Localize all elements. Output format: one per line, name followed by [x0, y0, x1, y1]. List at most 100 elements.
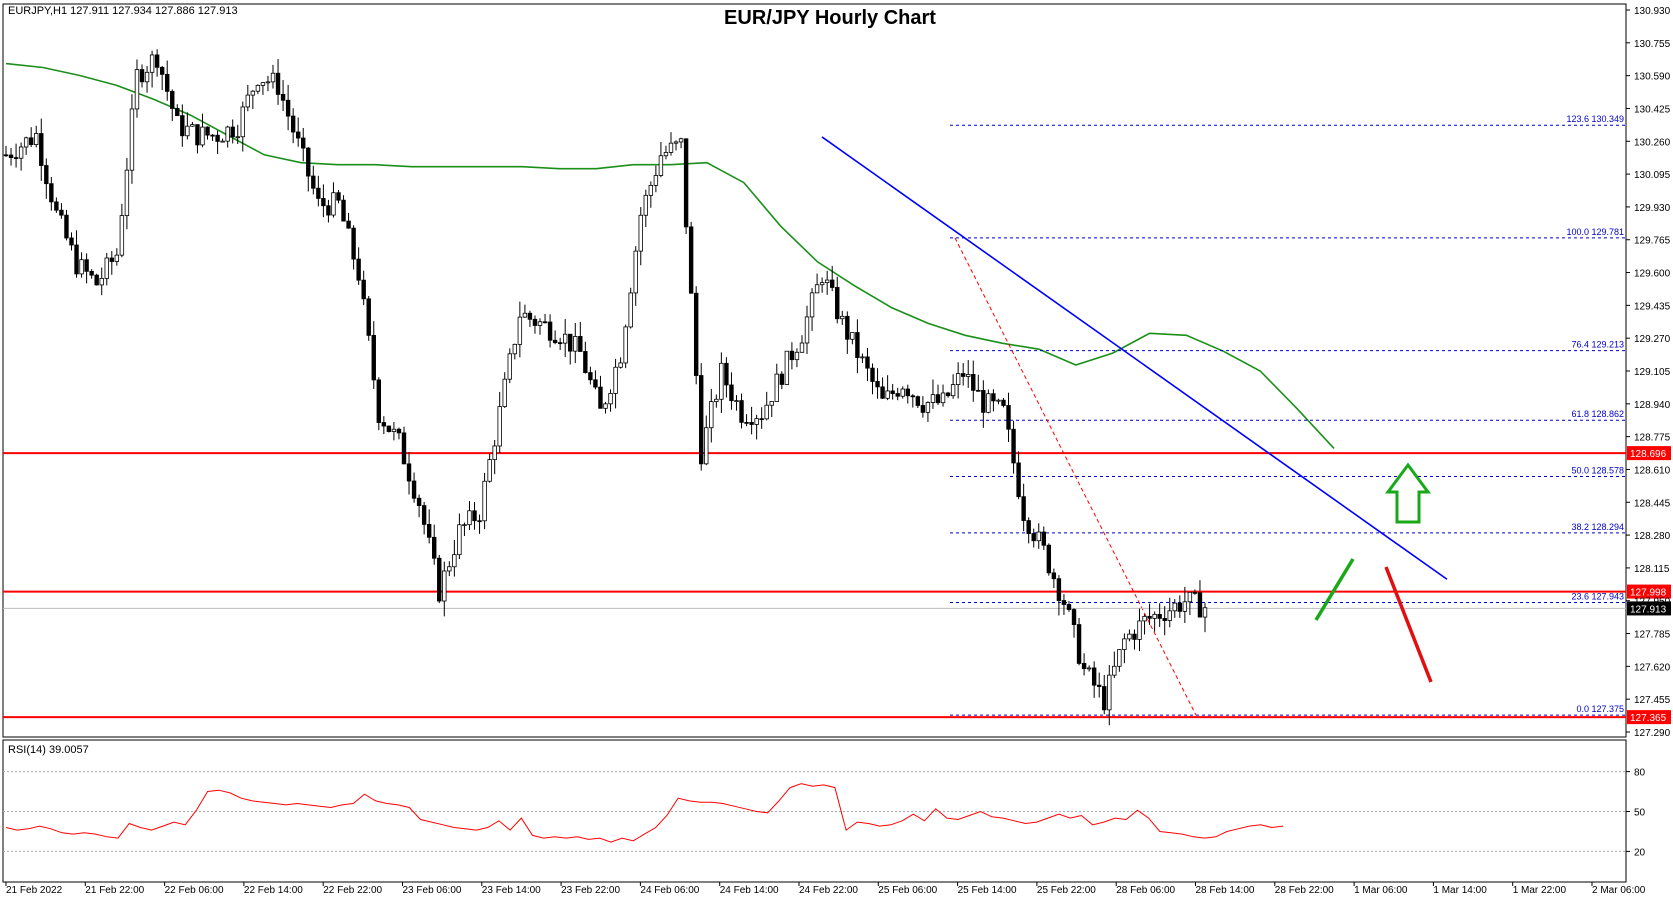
candle-body-down: [895, 393, 900, 397]
candle: [190, 121, 195, 127]
candle-body-up: [638, 214, 643, 252]
candle-body-up: [34, 133, 39, 145]
candle-body-up: [1107, 674, 1112, 711]
candle-body-down: [598, 386, 603, 409]
candle: [774, 363, 779, 402]
candle: [976, 374, 981, 392]
candle: [824, 270, 830, 295]
candle-body-up: [134, 69, 140, 110]
candle: [678, 137, 684, 149]
candle: [109, 251, 114, 275]
candle-body-up: [799, 342, 805, 353]
candle: [28, 127, 34, 148]
candle: [371, 321, 376, 389]
candle: [890, 383, 895, 400]
candle: [603, 401, 608, 414]
candle-body-up: [512, 343, 518, 355]
candle-body-down: [960, 373, 966, 377]
candle: [578, 321, 583, 352]
candle: [114, 248, 120, 266]
candle-body-up: [462, 524, 467, 527]
y-tick-label: 129.270: [1634, 334, 1671, 345]
x-tick-label: 24 Feb 06:00: [640, 885, 699, 896]
candle-body-up: [1117, 649, 1122, 667]
candle-body-down: [568, 333, 573, 352]
candle: [316, 175, 321, 207]
candle: [769, 401, 774, 418]
candle: [301, 127, 306, 162]
candle: [1031, 528, 1036, 548]
candle: [588, 366, 593, 385]
candle: [512, 343, 518, 360]
candle-body-up: [996, 399, 1001, 402]
candle: [13, 143, 19, 168]
candle: [49, 177, 54, 211]
candle-body-down: [406, 463, 412, 482]
candle: [714, 394, 719, 408]
candle: [23, 136, 29, 155]
candle-body-up: [562, 333, 568, 344]
candle: [426, 509, 432, 544]
candle: [1036, 523, 1041, 549]
candle-body-down: [1026, 520, 1031, 534]
candle-body-down: [991, 393, 996, 402]
candle: [819, 277, 825, 293]
candle-body-down: [583, 351, 588, 373]
candle: [165, 60, 170, 101]
candle-body-up: [260, 82, 266, 86]
candle: [119, 203, 125, 258]
candle-body-down: [275, 72, 281, 95]
candle: [1152, 611, 1157, 632]
candle-body-down: [593, 379, 598, 388]
candle-body-down: [64, 214, 69, 239]
candle: [683, 138, 689, 235]
candle-body-up: [930, 394, 936, 403]
candle: [663, 145, 669, 160]
candle-body-up: [129, 108, 135, 171]
x-tick-label: 2 Mar 06:00: [1592, 885, 1646, 896]
candle-body-down: [683, 138, 689, 228]
candle: [986, 389, 991, 414]
candle-body-down: [290, 115, 296, 133]
candle-body-up: [623, 326, 628, 364]
candle-body-down: [920, 405, 926, 413]
candle: [376, 377, 381, 431]
candle: [840, 310, 845, 325]
rsi-tick-label: 80: [1634, 768, 1646, 779]
candle: [275, 58, 281, 105]
candle-body-up: [1167, 610, 1172, 621]
current-price-tag: [1627, 601, 1671, 616]
candle-body-up: [709, 401, 714, 429]
candle-body-up: [613, 366, 618, 394]
candle-body-down: [109, 257, 114, 262]
candle: [598, 375, 603, 409]
candle-body-up: [270, 72, 276, 83]
candle: [64, 209, 69, 241]
candle-body-up: [482, 480, 487, 522]
candle: [925, 401, 931, 422]
candle: [260, 82, 266, 95]
candle: [54, 197, 59, 213]
candle-body-up: [1142, 615, 1147, 622]
candle: [895, 387, 900, 401]
candle: [1167, 597, 1172, 628]
candle-body-down: [1011, 428, 1016, 464]
candle-body-up: [507, 353, 512, 380]
candle-body-down: [341, 199, 346, 222]
candle-body-down: [865, 356, 870, 369]
candle-body-down: [280, 94, 286, 101]
candle-body-down: [351, 227, 356, 260]
candle-body-down: [1001, 399, 1006, 406]
candle: [215, 130, 220, 154]
candle-body-up: [220, 140, 225, 143]
candle-body-down: [915, 396, 921, 406]
candle: [421, 501, 427, 535]
candle: [673, 140, 679, 151]
candle-body-down: [477, 520, 482, 523]
candle: [175, 104, 180, 117]
candle: [945, 391, 951, 398]
candle: [230, 119, 235, 144]
candle-body-up: [119, 215, 125, 256]
candle: [814, 273, 820, 294]
price-tag-label: 127.365: [1630, 713, 1667, 724]
